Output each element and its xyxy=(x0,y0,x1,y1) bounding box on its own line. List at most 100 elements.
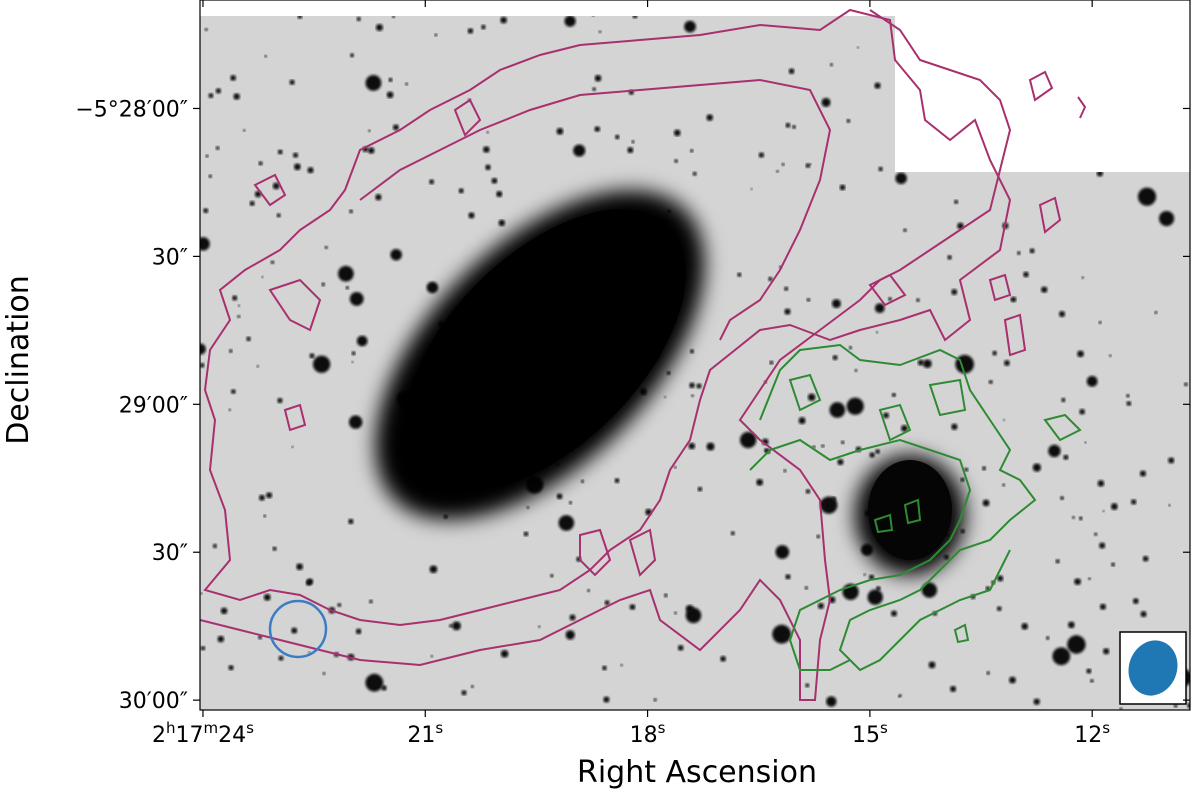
star xyxy=(982,499,990,507)
star xyxy=(1002,483,1006,487)
star xyxy=(888,297,892,301)
star xyxy=(627,147,634,154)
star xyxy=(674,611,677,615)
star xyxy=(483,146,490,153)
star xyxy=(538,625,541,628)
star xyxy=(674,159,678,163)
star xyxy=(666,371,671,375)
star xyxy=(953,199,959,205)
y-tick-label: 30″ xyxy=(152,541,188,566)
star xyxy=(928,661,936,669)
star xyxy=(500,650,509,658)
star xyxy=(688,442,696,450)
star xyxy=(730,531,735,536)
star xyxy=(351,361,354,364)
star xyxy=(1086,668,1092,674)
star xyxy=(205,154,209,158)
star xyxy=(890,610,898,617)
contours-magenta xyxy=(200,8,1087,701)
star xyxy=(212,543,218,549)
marker-circle xyxy=(268,599,328,659)
star xyxy=(663,593,668,598)
star xyxy=(468,212,475,219)
star xyxy=(337,602,342,607)
star xyxy=(461,690,467,696)
star xyxy=(840,440,845,445)
star xyxy=(368,147,375,154)
star xyxy=(947,255,952,260)
star xyxy=(1097,480,1105,487)
star xyxy=(200,237,210,251)
star xyxy=(1029,248,1035,254)
star xyxy=(485,164,491,171)
star xyxy=(1081,276,1084,279)
star xyxy=(854,369,858,372)
star xyxy=(429,179,435,185)
star xyxy=(806,298,811,302)
star xyxy=(1004,360,1010,366)
star xyxy=(233,93,240,100)
star xyxy=(200,592,203,595)
star xyxy=(390,248,402,261)
star xyxy=(804,586,809,590)
star xyxy=(458,188,464,194)
star xyxy=(901,424,908,432)
star xyxy=(375,194,382,201)
star xyxy=(550,574,554,578)
star xyxy=(874,303,885,314)
star xyxy=(365,75,382,91)
star xyxy=(831,299,841,309)
star xyxy=(272,546,277,551)
star xyxy=(684,20,696,33)
star xyxy=(481,24,486,30)
star xyxy=(452,621,461,631)
star xyxy=(580,479,585,483)
star xyxy=(629,604,636,610)
star xyxy=(1110,503,1118,510)
star xyxy=(1071,516,1075,519)
star xyxy=(720,655,726,662)
star xyxy=(1184,382,1188,387)
star xyxy=(277,149,283,155)
star xyxy=(291,627,298,634)
star xyxy=(875,586,881,591)
star xyxy=(988,380,993,384)
star xyxy=(203,208,209,214)
star xyxy=(491,177,498,184)
star xyxy=(217,635,225,643)
star xyxy=(653,698,657,702)
y-axis-label: Declination xyxy=(1,275,36,445)
star xyxy=(598,30,602,34)
star xyxy=(772,624,792,644)
star xyxy=(916,298,920,302)
star xyxy=(697,486,703,492)
star xyxy=(1021,623,1029,630)
star xyxy=(1119,707,1123,710)
star xyxy=(349,291,364,306)
star xyxy=(220,607,228,615)
star xyxy=(264,54,267,58)
star xyxy=(1067,621,1075,629)
star xyxy=(449,624,453,628)
star xyxy=(951,289,958,296)
star xyxy=(309,353,315,359)
star xyxy=(614,134,620,140)
star xyxy=(826,696,837,707)
x-tick-label: 18s xyxy=(630,719,666,748)
star xyxy=(1084,441,1087,444)
star xyxy=(891,392,896,397)
star xyxy=(1088,577,1091,581)
star xyxy=(1154,311,1158,315)
star xyxy=(982,466,987,471)
star xyxy=(1159,210,1175,227)
star xyxy=(690,149,694,153)
star xyxy=(820,500,827,508)
star xyxy=(1048,444,1061,458)
star xyxy=(228,408,232,412)
star xyxy=(1063,454,1069,460)
star xyxy=(232,295,238,301)
star xyxy=(620,663,623,667)
star xyxy=(289,79,295,85)
star xyxy=(258,161,263,166)
